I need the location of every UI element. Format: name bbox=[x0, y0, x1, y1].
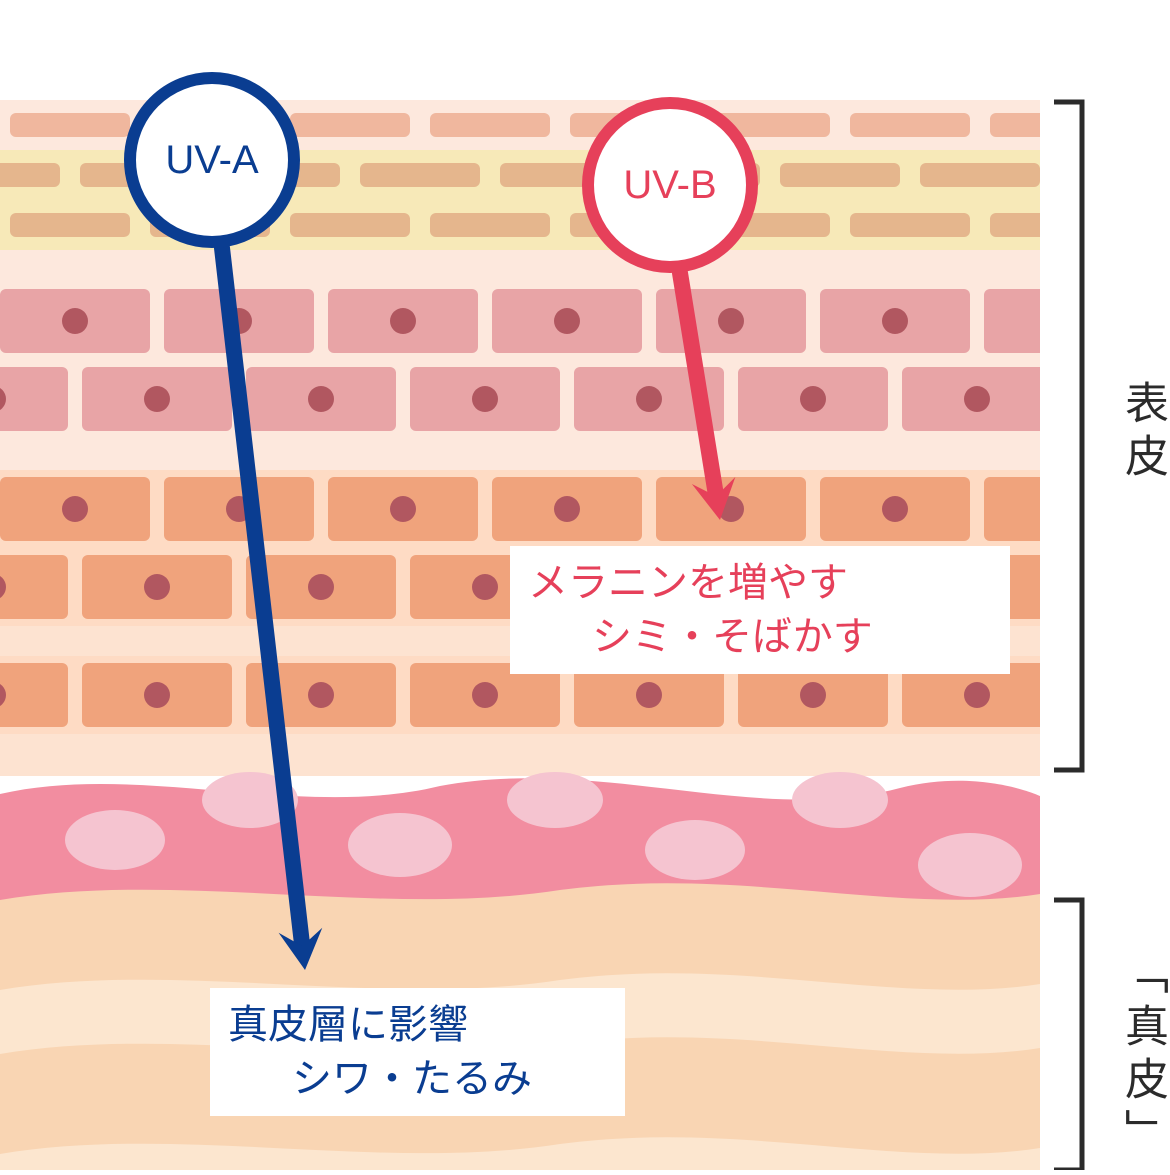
uva-label: UV-A bbox=[165, 138, 258, 183]
epidermis-label: 表皮 bbox=[1110, 380, 1170, 486]
uva-effect-line2: シワ・たるみ bbox=[228, 1052, 607, 1106]
uvb-effect-line1: メラニンを増やす bbox=[528, 556, 992, 610]
uvb-label: UV-B bbox=[623, 163, 716, 208]
uva-effect-line1: 真皮層に影響 bbox=[228, 998, 607, 1052]
uva-effect-box: 真皮層に影響 シワ・たるみ bbox=[210, 988, 625, 1116]
uvb-effect-line2: シミ・そばかす bbox=[528, 610, 992, 664]
uva-badge: UV-A bbox=[124, 72, 300, 248]
uvb-effect-box: メラニンを増やす シミ・そばかす bbox=[510, 546, 1010, 674]
uvb-badge: UV-B bbox=[582, 97, 758, 273]
dermis-label: 「真皮」 bbox=[1110, 950, 1170, 1161]
diagram-stage: UV-A UV-B メラニンを増やす シミ・そばかす 真皮層に影響 シワ・たるみ… bbox=[0, 0, 1170, 1170]
